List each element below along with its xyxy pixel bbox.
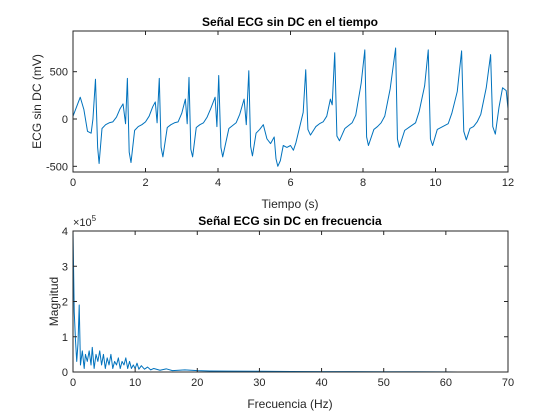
plot-area	[73, 231, 508, 372]
tick-layer: 0 10 20 30 40 50 60 70 0 1 2 3 4	[62, 226, 514, 389]
y-tick-label: 4	[62, 226, 68, 238]
x-tick-label: 10	[129, 377, 141, 389]
y-tick-label: 0	[62, 114, 68, 126]
ecg-frequency-chart: Señal ECG sin DC en frecuencia ×105 0 10 2…	[47, 214, 514, 411]
x-tick-label: 12	[502, 177, 514, 189]
x-axis-label: Tiempo (s)	[262, 197, 319, 211]
x-tick-label: 4	[215, 177, 221, 189]
y-tick-label: 2	[62, 297, 68, 309]
x-tick-label: 10	[429, 177, 441, 189]
plot-frame	[72, 30, 509, 173]
series-line-0	[72, 47, 509, 167]
y-exponent-label: ×105	[73, 214, 97, 229]
series-layer	[72, 230, 459, 373]
x-tick-label: 8	[360, 177, 366, 189]
y-tick-label: 1	[62, 332, 68, 344]
y-tick-label: 0	[62, 367, 68, 379]
y-exponent-power: 5	[92, 214, 97, 223]
y-tick-label: 3	[62, 261, 68, 273]
y-axis-label: Magnitud	[47, 277, 61, 326]
y-tick-label: 500	[50, 67, 68, 79]
x-tick-label: 50	[378, 377, 390, 389]
plot-area	[73, 31, 508, 172]
x-axis-label: Frecuencia (Hz)	[247, 397, 332, 411]
x-tick-label: 30	[253, 377, 265, 389]
y-tick-label: -500	[46, 161, 68, 173]
series-line-0	[72, 230, 459, 373]
x-tick-label: 70	[502, 377, 514, 389]
series-layer	[72, 47, 509, 167]
x-tick-label: 6	[287, 177, 293, 189]
ecg-time-chart: Señal ECG sin DC en el tiempo 0 2 4 6 8 10 12 -…	[30, 15, 514, 211]
x-tick-label: 0	[70, 377, 76, 389]
x-tick-label: 40	[315, 377, 327, 389]
y-axis-label: ECG sin DC (mV)	[30, 54, 44, 149]
chart-title: Señal ECG sin DC en el tiempo	[202, 15, 378, 29]
x-tick-label: 60	[440, 377, 452, 389]
x-tick-label: 2	[142, 177, 148, 189]
x-tick-label: 20	[191, 377, 203, 389]
plot-frame	[72, 230, 509, 373]
chart-title: Señal ECG sin DC en frecuencia	[198, 214, 382, 228]
x-tick-label: 0	[70, 177, 76, 189]
y-exponent-base: ×10	[73, 217, 92, 229]
